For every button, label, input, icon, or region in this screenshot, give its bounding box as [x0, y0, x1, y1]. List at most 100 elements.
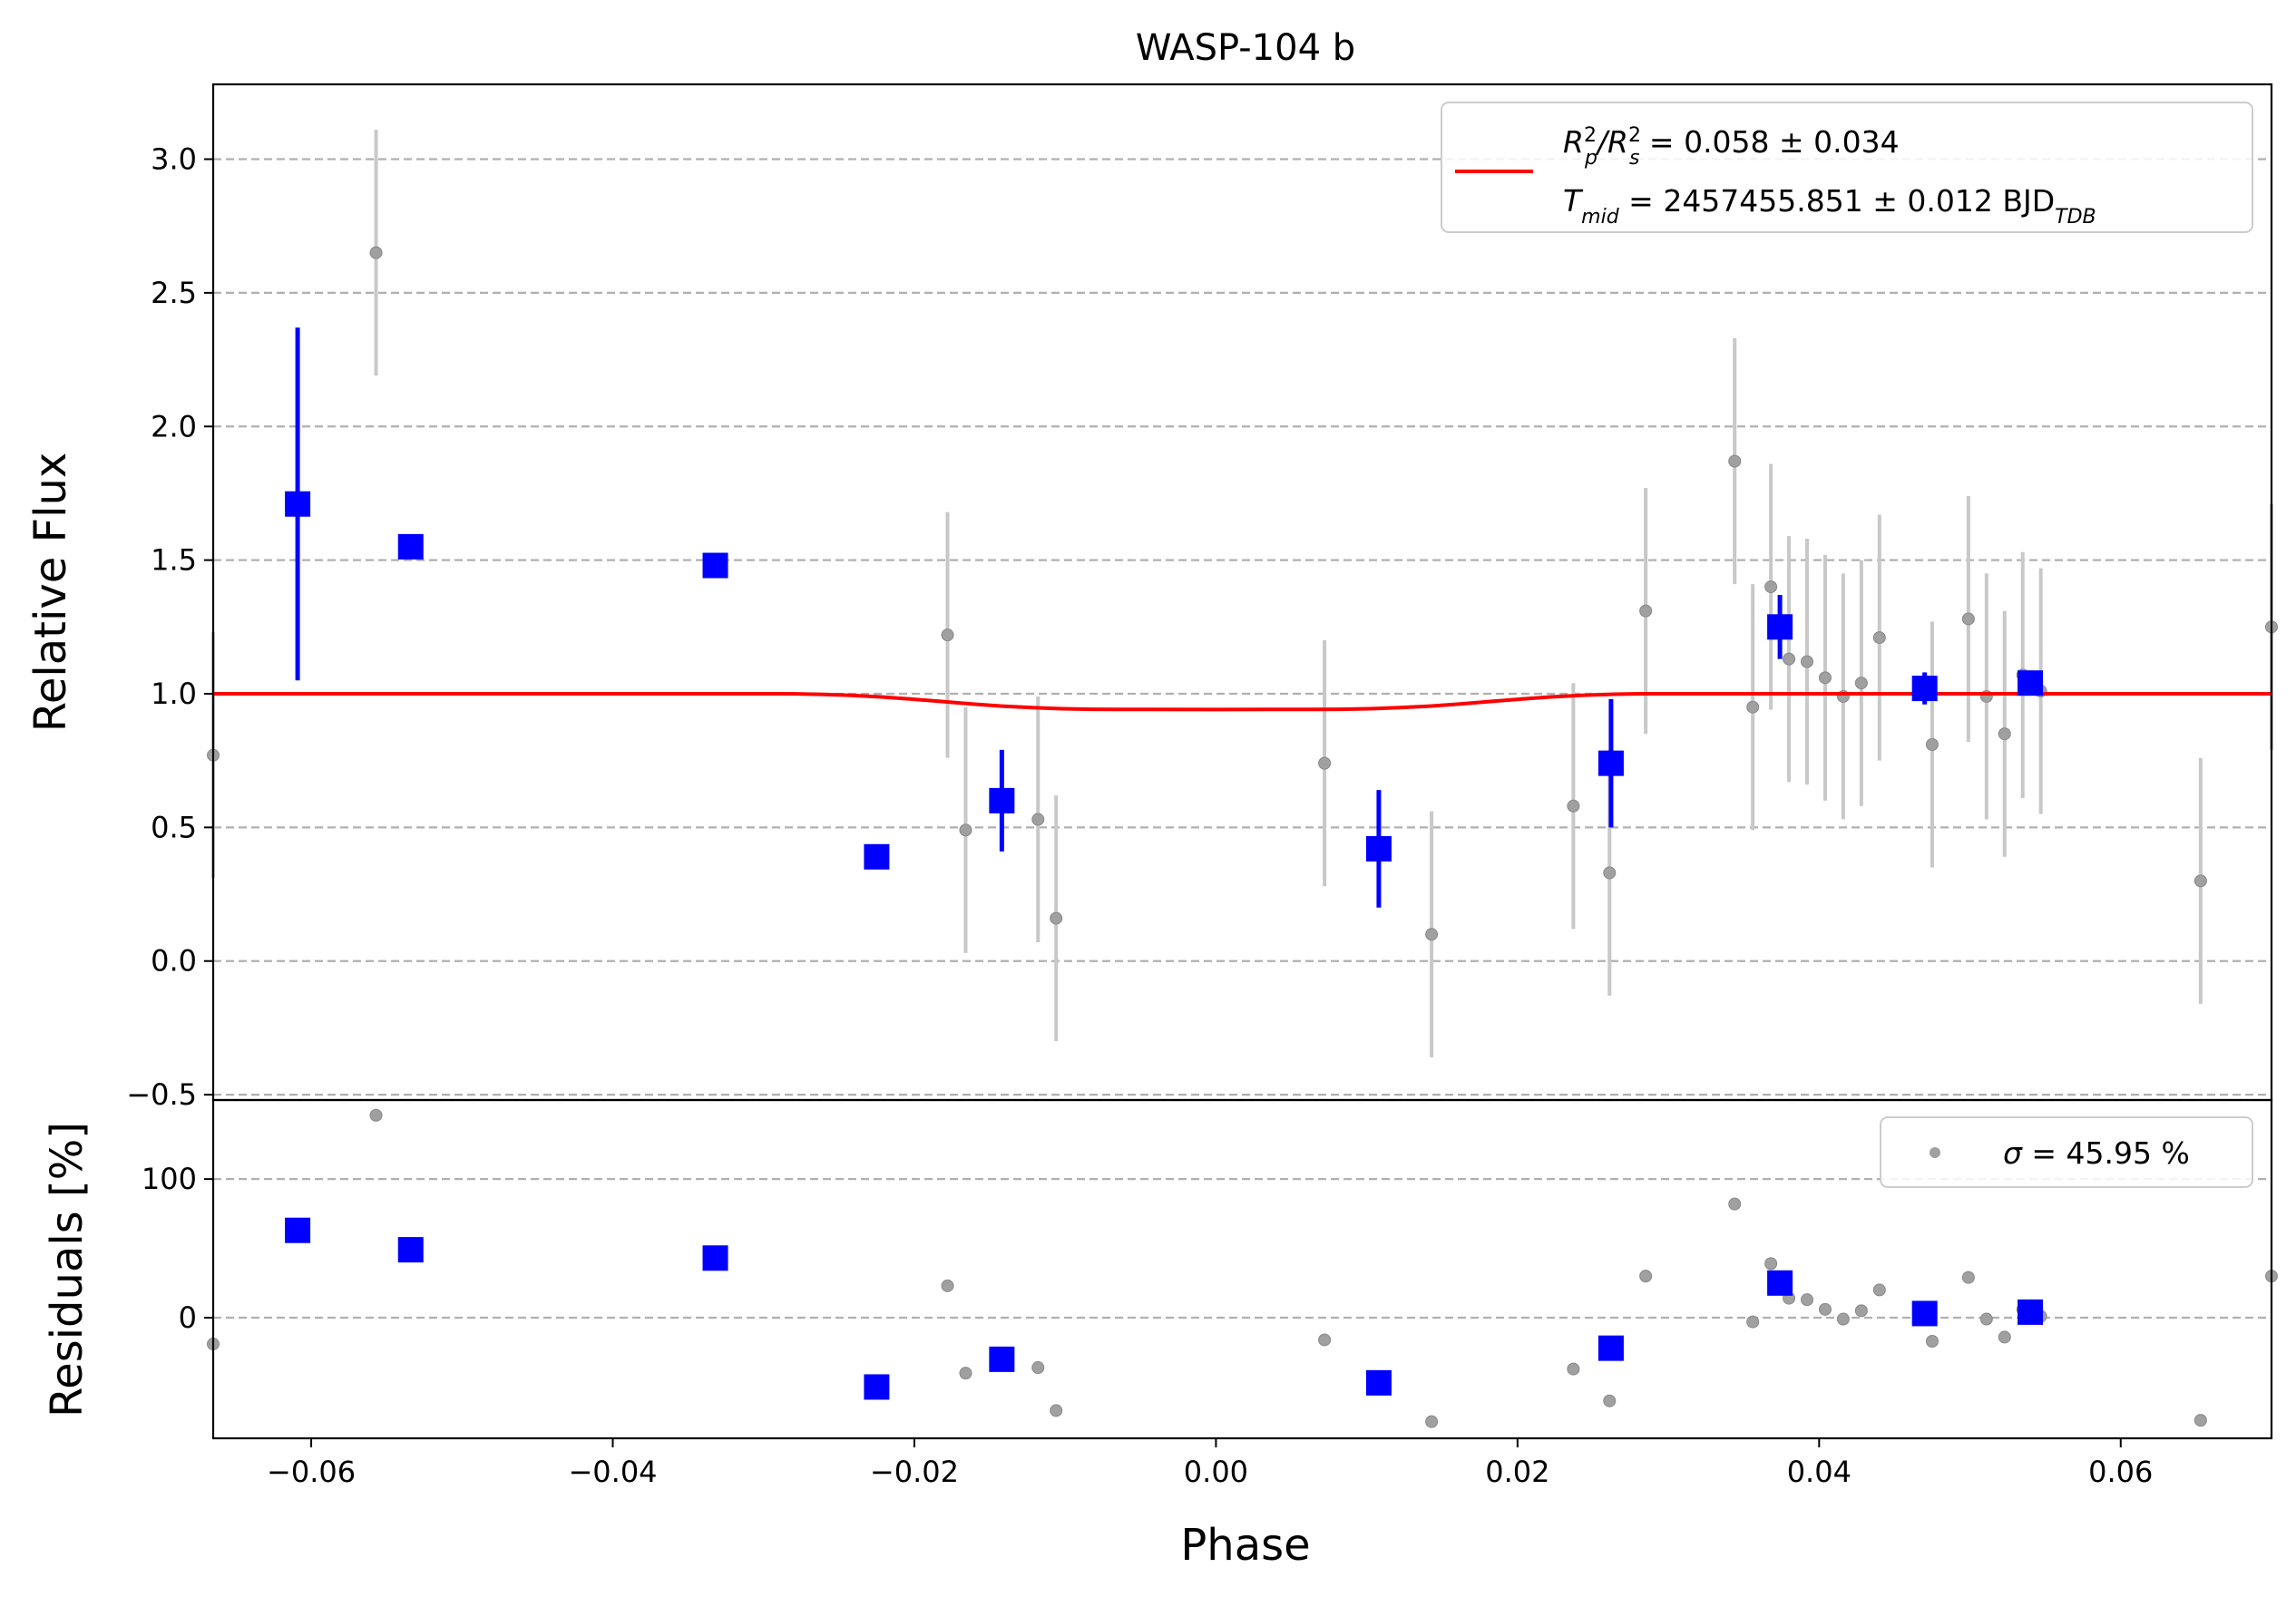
binned-point	[285, 491, 311, 517]
raw-point	[1603, 866, 1617, 880]
raw-data-series	[207, 130, 2278, 1057]
residuals-panel: 0 100 Residuals [%] σ = 45.95 %	[42, 1098, 2278, 1440]
raw-point	[1998, 727, 2011, 741]
flux-legend[interactable]: R2 p/R2 s = 0.058 ± 0.034 Tmid = 2457455.8…	[1441, 102, 2253, 233]
tmid-unit-sub: TDB	[2055, 206, 2096, 229]
raw-residual-point	[1925, 1334, 1939, 1348]
phase-x-tick-label: 0.06	[2088, 1455, 2153, 1489]
binned-residual-point	[285, 1217, 311, 1243]
phase-x-tick-label: −0.04	[568, 1455, 657, 1489]
flux-y-tick-label: −0.5	[126, 1077, 197, 1112]
raw-point	[1746, 700, 1760, 714]
residuals-legend-marker	[1930, 1147, 1940, 1158]
flux-grid	[213, 158, 2272, 1096]
flux-y-tick-label: 0.5	[151, 810, 197, 844]
binned-residual-point	[397, 1237, 424, 1263]
binned-residuals-series	[285, 1217, 2044, 1400]
raw-residual-point	[1425, 1415, 1439, 1428]
raw-residual-point	[1961, 1271, 1975, 1284]
flux-y-axis-label: Relative Flux	[25, 453, 76, 733]
flux-y-tick-label: 0.0	[151, 944, 197, 979]
chart-title: WASP-104 b	[1136, 27, 1355, 69]
residuals-legend[interactable]: σ = 45.95 %	[1880, 1116, 2253, 1188]
binned-residual-point	[989, 1346, 1015, 1372]
binned-residual-point	[1365, 1369, 1392, 1396]
raw-point	[1961, 612, 1975, 626]
binned-point	[702, 552, 728, 579]
sigma-symbol: σ	[2003, 1135, 2023, 1171]
flux-legend-depth-entry: R2 p/R2 s = 0.058 ± 0.034	[1563, 124, 1900, 170]
raw-residual-point	[1031, 1361, 1045, 1375]
raw-residual-point	[1603, 1394, 1617, 1407]
binned-point	[1767, 614, 1793, 640]
raw-point	[1728, 454, 1742, 468]
raw-point	[1854, 677, 1868, 690]
residuals-grid	[213, 1178, 2272, 1319]
binned-residual-point	[1911, 1300, 1938, 1327]
flux-panel-frame	[211, 83, 2273, 1102]
raw-residual-point	[1998, 1330, 2011, 1344]
depth-sub2: s	[1629, 147, 1639, 170]
binned-residual-point	[1767, 1270, 1793, 1296]
binned-point	[397, 533, 424, 560]
flux-y-tick-label: 2.0	[151, 409, 197, 443]
raw-residual-point	[1801, 1293, 1814, 1307]
raw-residual-point	[1836, 1312, 1850, 1326]
flux-legend-tmid-entry: Tmid = 2457455.851 ± 0.012 BJDTDB	[1563, 183, 2096, 229]
phase-x-tick-label: 0.02	[1485, 1455, 1549, 1489]
raw-residual-point	[941, 1279, 954, 1292]
phase-x-tick-label: 0.04	[1787, 1455, 1851, 1489]
tmid-value: = 2457455.851 ± 0.012 BJD	[1619, 183, 2055, 219]
flux-y-tick-label: 3.0	[151, 142, 197, 177]
raw-point	[369, 246, 383, 259]
residuals-y-axis-label: Residuals [%]	[42, 1122, 93, 1417]
binned-point	[1911, 676, 1938, 702]
binned-point	[2018, 670, 2044, 696]
raw-point	[959, 823, 972, 837]
raw-point	[1764, 580, 1778, 594]
binned-point	[1597, 750, 1624, 776]
raw-residual-point	[1818, 1302, 1832, 1316]
raw-residual-point	[959, 1367, 972, 1380]
raw-point	[2193, 874, 2207, 888]
binned-data-series	[285, 327, 2044, 908]
depth-value: = 0.058 ± 0.034	[1639, 124, 1899, 160]
flux-y-tick-label: 1.0	[151, 677, 197, 711]
binned-point	[1365, 835, 1392, 862]
raw-point	[1801, 655, 1814, 668]
flux-panel: −0.50.00.51.01.52.02.53.0 Relative Flux …	[25, 83, 2278, 1112]
raw-point	[1872, 631, 1886, 645]
raw-point	[1639, 604, 1653, 618]
tmid-symbol: T	[1563, 183, 1584, 219]
raw-residual-point	[1872, 1283, 1886, 1297]
residuals-y-axis: 0 100	[142, 1162, 213, 1335]
raw-residual-point	[1639, 1270, 1653, 1283]
residuals-panel-frame	[211, 1098, 2273, 1440]
residuals-legend-entry: σ = 45.95 %	[2003, 1135, 2190, 1171]
depth-symbol-rs: /R	[1595, 124, 1628, 160]
binned-residual-point	[864, 1374, 890, 1400]
binned-residual-point	[1597, 1335, 1624, 1361]
depth-symbol-rp: R	[1563, 124, 1584, 160]
sigma-value: = 45.95 %	[2022, 1135, 2190, 1171]
phase-x-axis: −0.06 −0.04 −0.02 0.00 0.02 0.04 0.06	[267, 1438, 2153, 1489]
raw-residual-point	[1050, 1404, 1063, 1417]
raw-residual-point	[1746, 1315, 1760, 1329]
raw-residual-point	[1979, 1312, 1993, 1326]
raw-point	[1050, 911, 1063, 925]
flux-y-tick-label: 1.5	[151, 543, 197, 578]
residuals-y-tick-label: 0	[179, 1300, 197, 1335]
depth-sup2: 2	[1628, 124, 1641, 147]
binned-residual-point	[2018, 1299, 2044, 1325]
phase-x-tick-label: 0.00	[1184, 1455, 1248, 1489]
tmid-sub: mid	[1581, 206, 1620, 229]
flux-y-tick-label: 2.5	[151, 276, 197, 310]
raw-residual-point	[1567, 1362, 1580, 1376]
binned-residual-point	[702, 1245, 728, 1271]
phase-x-tick-label: −0.02	[870, 1455, 959, 1489]
raw-point	[1318, 756, 1332, 770]
depth-sub1: p	[1584, 147, 1597, 170]
raw-point	[1925, 738, 1939, 751]
raw-point	[1567, 799, 1580, 813]
